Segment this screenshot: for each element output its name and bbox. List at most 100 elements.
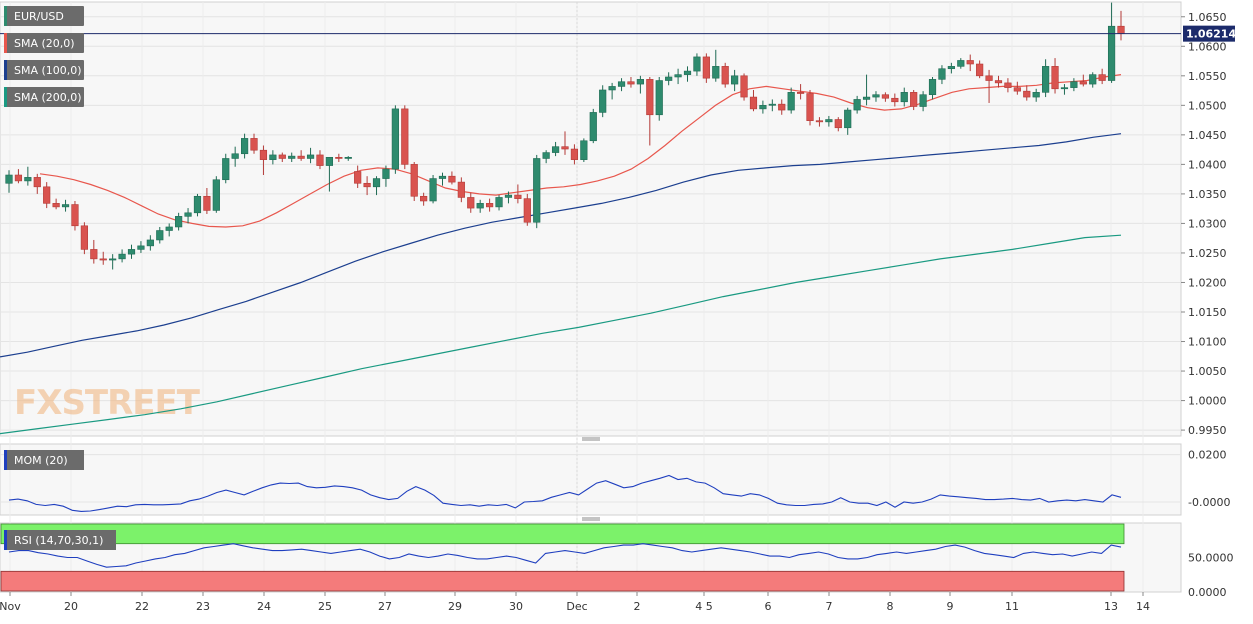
candle-body [335, 156, 343, 159]
candle-body [467, 197, 475, 209]
sma-line-1 [39, 74, 1122, 228]
fxstreet-watermark: FXSTREET [14, 383, 201, 423]
candle-body [966, 60, 974, 65]
candle-body [985, 75, 993, 81]
legend-sma20-label: SMA (20,0) [14, 37, 75, 50]
candle-body [99, 258, 107, 261]
candle-body [269, 154, 277, 160]
x-tick-label: 2 [634, 600, 641, 613]
legend-sma100-swatch [4, 60, 7, 80]
candle-body [438, 175, 447, 179]
candle-body [1042, 66, 1050, 93]
candle-body [1051, 66, 1059, 90]
candle-body [193, 195, 202, 214]
candle-body [203, 195, 211, 211]
candle-body [994, 80, 1003, 84]
candle-body [382, 168, 390, 179]
candle-body [1070, 81, 1078, 88]
candle-body [14, 174, 23, 182]
x-tick-label: 11 [1005, 600, 1019, 613]
legend-mom-label: MOM (20) [14, 454, 68, 467]
candle-body [1079, 81, 1087, 85]
candle-body [862, 96, 871, 100]
x-tick-label: 7 [826, 600, 833, 613]
x-tick-label: 29 [448, 600, 462, 613]
candle-body [118, 253, 126, 260]
price-tick-label: 1.0400 [1188, 158, 1227, 171]
legend-rsi-swatch [4, 530, 7, 550]
candle-body [297, 155, 305, 159]
legend-mom-bg [4, 450, 84, 470]
mom-panel-bg [0, 443, 1182, 516]
rsi-tick-label: 0.0000 [1188, 586, 1227, 599]
candle-body [778, 103, 786, 111]
legend-sma20-swatch [4, 33, 7, 53]
price-tick-label: 1.0500 [1188, 99, 1227, 112]
x-tick-label: 25 [318, 600, 332, 613]
candle-body [61, 204, 70, 208]
sma-line-2 [0, 133, 1122, 358]
candle-body [957, 60, 965, 67]
candle-body [288, 155, 296, 159]
candle-body [599, 89, 607, 113]
candle-body [165, 226, 173, 231]
legend-sma100-label: SMA (100,0) [14, 64, 82, 77]
legend-sma100-bg [4, 60, 84, 80]
candle-body [486, 203, 494, 208]
candle-body [853, 99, 861, 111]
candle-body [1023, 90, 1031, 98]
price-tick-label: 1.0350 [1188, 188, 1227, 201]
price-tick-label: 1.0650 [1188, 11, 1227, 24]
candle-body [627, 81, 635, 85]
candle-body [693, 56, 701, 72]
x-tick-label: Dec [566, 600, 587, 613]
legend-eurusd-bg [4, 6, 84, 26]
candle-body [636, 79, 644, 85]
candle-body [1013, 87, 1021, 92]
x-tick-label: 6 [765, 600, 772, 613]
candle-body [947, 66, 955, 70]
candle-body [316, 154, 324, 166]
candle-body [363, 182, 371, 188]
x-tick-label: 13 [1104, 600, 1118, 613]
candle-body [448, 175, 456, 183]
candle-body [1004, 82, 1012, 88]
legend-rsi-label: RSI (14,70,30,1) [14, 534, 103, 547]
candle-body [815, 120, 824, 123]
candle-body [589, 112, 597, 142]
candle-body [580, 140, 588, 160]
price-tick-label: 0.9950 [1188, 424, 1227, 437]
candle-body [504, 194, 513, 198]
candle-body [391, 108, 399, 170]
candle-body [674, 74, 682, 78]
candle-body [646, 79, 654, 116]
legend-sma200-swatch [4, 87, 7, 107]
mom-tick-label: -0.0000 [1188, 496, 1230, 509]
candle-body [740, 75, 748, 98]
candle-body [212, 179, 220, 211]
candle-body [325, 156, 334, 166]
candle-body [372, 178, 381, 188]
x-tick-label: 23 [196, 600, 210, 613]
candle-body [806, 93, 814, 121]
x-tick-label: Nov [0, 600, 21, 613]
x-tick-label: 9 [947, 600, 954, 613]
candle-body [712, 66, 720, 79]
price-tick-label: 1.0550 [1188, 70, 1227, 83]
candle-body [344, 156, 352, 159]
candle-body [476, 203, 484, 209]
price-tick-label: 1.0300 [1188, 217, 1227, 230]
mom-line [8, 474, 1122, 512]
candle-body [5, 174, 13, 184]
candle-body [495, 197, 503, 208]
candle-body [175, 216, 183, 228]
candle-body [90, 249, 98, 260]
candle-body [52, 203, 60, 208]
candle-body [514, 194, 522, 199]
price-tick-label: 1.0100 [1188, 336, 1227, 349]
legend-sma200-label: SMA (200,0) [14, 91, 82, 104]
rsi-line [8, 543, 1122, 568]
legend-sma20-bg [4, 33, 84, 53]
candle-body [250, 138, 258, 151]
